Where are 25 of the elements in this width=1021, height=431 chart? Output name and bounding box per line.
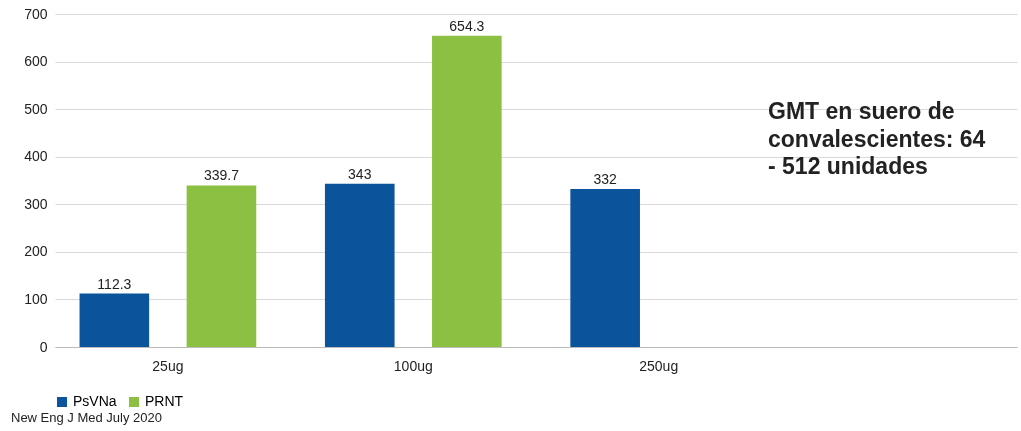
annotation: GMT en suero de convalescientes: 64 - 512 unidades [768, 98, 987, 181]
legend-label: PsVNa [73, 393, 117, 409]
data-label: 339.7 [203, 167, 240, 184]
y-tick-label: 0 [39, 338, 48, 355]
y-tick-label: 200 [24, 243, 48, 260]
x-tick-label: 25ug [152, 357, 184, 374]
y-tick-label: 100 [24, 290, 48, 307]
x-tick-label: 100ug [393, 357, 433, 374]
legend-label: PRNT [145, 393, 184, 409]
y-tick-label: 700 [24, 5, 48, 22]
y-tick-label: 600 [24, 53, 48, 70]
bar [570, 189, 640, 347]
y-tick-label: 500 [24, 100, 48, 117]
bar [432, 35, 502, 347]
bar [324, 183, 395, 347]
y-tick-label: 400 [24, 148, 48, 165]
x-tick-label: 250ug [639, 357, 679, 374]
data-label: 343 [348, 165, 372, 182]
bar [186, 185, 257, 347]
data-label: 112.3 [97, 275, 132, 292]
data-label: 332 [593, 171, 618, 188]
y-tick-label: 300 [24, 195, 48, 212]
data-label: 654.3 [449, 17, 485, 34]
bar [79, 293, 150, 347]
text: New Eng J Med July 2020 [11, 410, 163, 425]
